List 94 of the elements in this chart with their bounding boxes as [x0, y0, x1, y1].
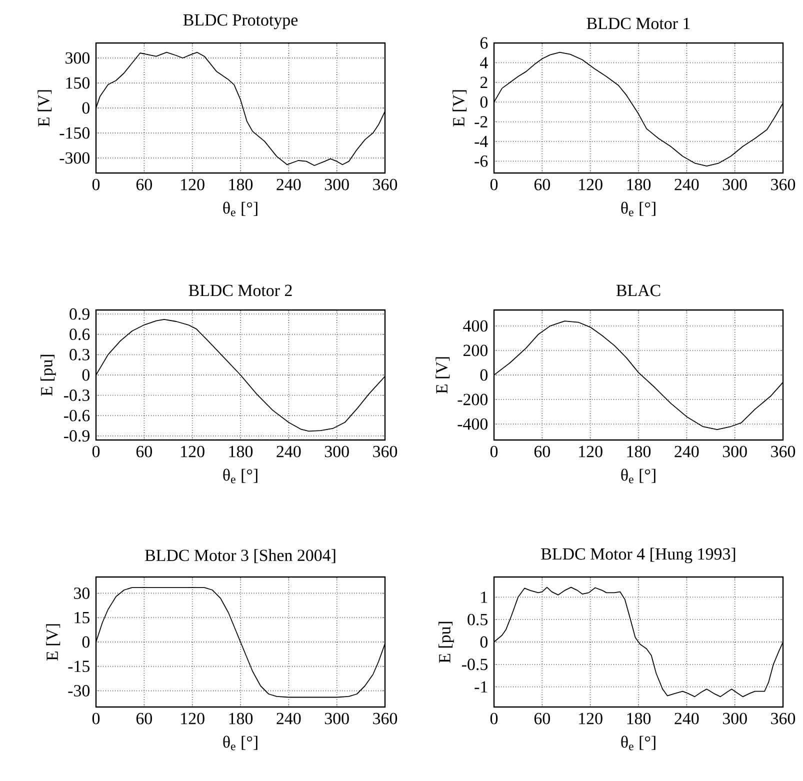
x-tick-label: 300 [722, 446, 747, 458]
y-tick-label: 30 [74, 588, 90, 599]
x-tick-label: 360 [373, 446, 398, 458]
y-tick-label: -400 [458, 418, 488, 430]
x-tick-label: 120 [181, 446, 204, 458]
x-tick-label: 180 [627, 178, 651, 190]
y-tick-label: -6 [474, 155, 488, 167]
x-axis-title: θ$_{e}$ [°] [223, 468, 258, 484]
x-tick-label: 300 [722, 712, 747, 724]
y-tick-label: 15 [74, 612, 90, 624]
x-tick-label: 60 [534, 712, 550, 724]
y-tick-label: -150 [60, 127, 90, 139]
x-tick-label: 0 [490, 178, 498, 190]
x-tick-label: 0 [490, 712, 498, 724]
y-tick-label: -300 [60, 152, 90, 164]
x-tick-label: 360 [373, 712, 398, 724]
x-tick-label: 240 [674, 712, 699, 724]
y-tick-label: 6 [480, 37, 488, 49]
y-axis-title: E [V] [452, 90, 467, 127]
y-axis-title: E [pu] [438, 622, 454, 663]
x-axis-title: θ$_{e}$ [°] [621, 468, 656, 484]
chart-title: BLDC Prototype [183, 14, 298, 30]
x-tick-label: 60 [136, 446, 152, 458]
y-tick-label: -15 [68, 660, 90, 672]
x-tick-label: 180 [229, 178, 253, 190]
x-tick-label: 180 [229, 446, 253, 458]
chart-title: BLDC Motor 4 [Hung 1993] [541, 548, 736, 564]
x-tick-label: 60 [534, 446, 550, 458]
x-tick-label: 240 [276, 712, 301, 724]
y-tick-label: 0.9 [70, 308, 90, 320]
y-axis-title: E [pu] [40, 354, 56, 396]
x-tick-label: 60 [136, 178, 152, 190]
chart-title: BLAC [616, 284, 660, 296]
x-tick-label: 300 [324, 712, 349, 724]
y-tick-label: -0.6 [64, 410, 90, 422]
x-tick-label: 120 [579, 178, 602, 190]
y-tick-label: 0 [480, 96, 488, 108]
y-tick-label: 0.3 [70, 348, 90, 360]
y-tick-label: -200 [458, 394, 488, 406]
x-tick-label: 0 [490, 446, 498, 458]
y-tick-label: 0 [82, 369, 90, 381]
y-tick-label: 200 [464, 344, 488, 356]
chart-title: BLDC Motor 2 [188, 284, 292, 296]
y-tick-label: 0 [82, 102, 90, 114]
x-tick-label: 60 [136, 712, 152, 724]
x-tick-label: 300 [324, 446, 349, 458]
y-tick-label: 0.6 [70, 328, 90, 340]
y-tick-label: -4 [474, 136, 488, 148]
y-tick-label: -2 [474, 116, 488, 128]
x-tick-label: 0 [92, 712, 100, 724]
x-tick-label: 240 [276, 178, 301, 190]
y-tick-label: -1 [474, 681, 488, 692]
x-tick-label: 0 [92, 446, 100, 458]
y-tick-label: 300 [66, 52, 90, 64]
y-tick-label: 0 [480, 636, 488, 648]
x-tick-label: 240 [276, 446, 301, 458]
x-tick-label: 60 [534, 178, 550, 190]
y-tick-label: -30 [68, 685, 90, 696]
x-tick-label: 180 [229, 712, 253, 724]
x-axis-title: θ$_{e}$ [°] [223, 736, 258, 750]
y-tick-label: -0.5 [462, 658, 488, 670]
x-tick-label: 120 [579, 446, 602, 458]
chart-title: BLDC Motor 3 [Shen 2004] [145, 549, 336, 564]
y-tick-label: -0.9 [64, 430, 90, 442]
x-tick-label: 360 [771, 446, 796, 458]
x-tick-label: 180 [627, 712, 651, 724]
y-axis-title: E [V] [436, 357, 450, 394]
x-axis-title: θ$_{e}$ [°] [621, 736, 656, 750]
x-tick-label: 120 [181, 712, 204, 724]
x-tick-label: 360 [771, 712, 796, 724]
y-tick-label: 1 [481, 592, 488, 603]
x-tick-label: 240 [674, 446, 699, 458]
x-tick-label: 360 [373, 178, 398, 190]
x-tick-label: 300 [324, 178, 349, 190]
y-tick-label: 150 [66, 77, 90, 89]
x-tick-label: 300 [722, 178, 747, 190]
y-tick-label: 0 [480, 369, 488, 381]
x-axis-title: θ$_{e}$ [°] [621, 202, 656, 216]
x-axis-title: θ$_{e}$ [°] [223, 202, 258, 216]
y-tick-label: 400 [463, 320, 488, 332]
x-tick-label: 240 [674, 178, 699, 190]
y-axis-title: E [V] [38, 90, 52, 127]
x-tick-label: 0 [92, 178, 100, 190]
x-tick-label: 360 [771, 178, 796, 190]
y-tick-label: -0.3 [64, 390, 90, 402]
x-tick-label: 120 [181, 178, 204, 190]
chart-title: BLDC Motor 1 [586, 18, 690, 30]
y-tick-label: 2 [480, 76, 488, 88]
x-tick-label: 180 [627, 446, 651, 458]
y-tick-label: 0 [82, 636, 90, 648]
y-tick-label: 0.5 [468, 614, 488, 626]
y-tick-label: 4 [480, 57, 488, 68]
y-axis-title: E [V] [46, 624, 60, 661]
x-tick-label: 120 [579, 712, 602, 724]
